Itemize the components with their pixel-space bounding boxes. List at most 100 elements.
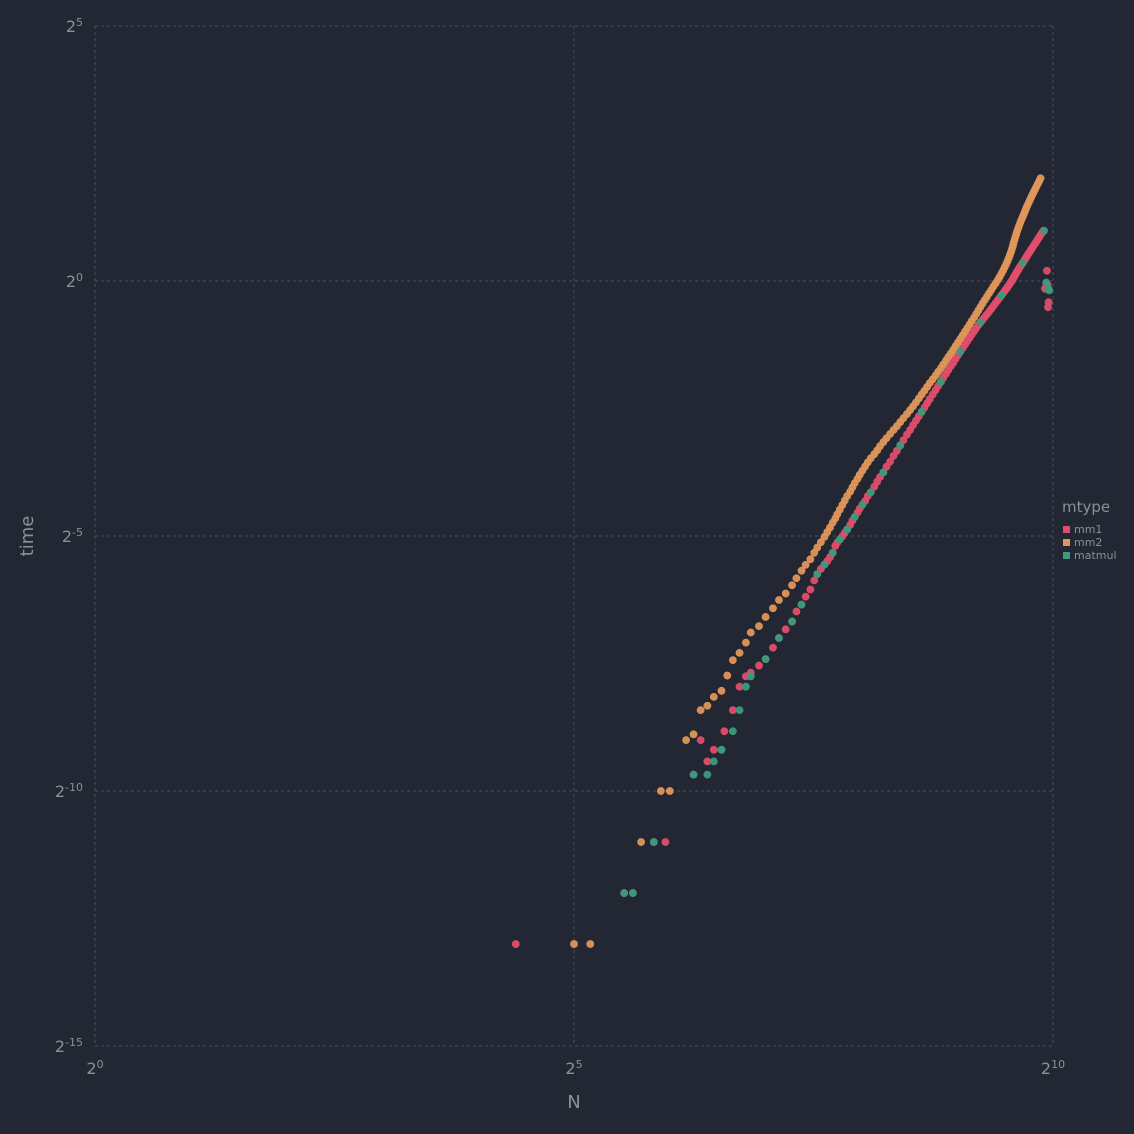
x-tick-exponent: 0 bbox=[97, 1058, 104, 1071]
mm1-point bbox=[769, 643, 777, 652]
mm2-point bbox=[1036, 174, 1045, 183]
y-tick-label: 20 bbox=[66, 271, 83, 291]
mm2-point bbox=[586, 940, 595, 948]
mm2-point bbox=[746, 628, 755, 637]
matmul-point bbox=[1018, 259, 1027, 267]
matmul-point bbox=[936, 377, 945, 386]
matmul-point bbox=[797, 600, 806, 609]
matmul-point bbox=[1040, 226, 1048, 235]
mm2-point bbox=[792, 574, 801, 583]
y-tick-label: 2-10 bbox=[55, 781, 83, 801]
mm2-point bbox=[801, 560, 810, 569]
data-points bbox=[511, 174, 1054, 948]
matmul-point bbox=[813, 570, 822, 579]
mm2-point bbox=[703, 701, 712, 710]
mm2-point bbox=[656, 787, 665, 795]
y-tick-base: 2 bbox=[55, 1037, 65, 1056]
mm1-point bbox=[886, 457, 894, 466]
grid bbox=[94, 25, 1054, 1047]
mm1-point bbox=[806, 585, 815, 594]
mm2-point bbox=[709, 692, 718, 701]
series-mm2 bbox=[570, 174, 1045, 948]
y-tick-exponent: 5 bbox=[76, 16, 83, 29]
mm2-point bbox=[817, 538, 825, 547]
x-tick-base: 2 bbox=[565, 1059, 575, 1078]
mm2-point bbox=[723, 671, 732, 680]
mm2-point bbox=[717, 686, 726, 695]
legend-label-mm2: mm2 bbox=[1074, 536, 1102, 549]
mm2-point bbox=[781, 589, 790, 598]
matmul-point bbox=[761, 655, 770, 664]
y-tick-exponent: -10 bbox=[65, 781, 83, 794]
mm1-point bbox=[661, 838, 670, 846]
mm2-point bbox=[696, 706, 705, 715]
y-tick-base: 2 bbox=[66, 272, 76, 291]
legend-swatch-mm2 bbox=[1063, 539, 1070, 546]
mm2-point bbox=[788, 581, 796, 590]
y-axis-title: time bbox=[17, 516, 38, 557]
mm2-point bbox=[665, 787, 674, 795]
x-tick-exponent: 10 bbox=[1051, 1058, 1065, 1071]
mm2-point bbox=[742, 638, 750, 647]
matmul-point bbox=[703, 770, 712, 779]
mm1-point bbox=[1044, 298, 1053, 307]
matmul-point bbox=[735, 706, 744, 715]
matmul-point bbox=[746, 672, 755, 681]
matmul-point bbox=[879, 468, 888, 477]
x-tick-exponent: 5 bbox=[576, 1058, 583, 1071]
matmul-point bbox=[628, 889, 637, 897]
y-tick-exponent: -15 bbox=[65, 1036, 83, 1049]
mm1-point bbox=[1043, 266, 1051, 275]
matmul-point bbox=[843, 525, 852, 534]
x-tick-label: 25 bbox=[565, 1058, 582, 1078]
mm2-point bbox=[806, 555, 815, 564]
mm2-point bbox=[755, 622, 763, 631]
legend-label-matmul: matmul bbox=[1074, 549, 1117, 562]
mm2-point bbox=[797, 566, 806, 575]
y-tick-label: 25 bbox=[66, 16, 83, 36]
x-axis-title: N bbox=[567, 1092, 580, 1113]
y-tick-base: 2 bbox=[55, 782, 65, 801]
matmul-point bbox=[866, 488, 875, 497]
legend-swatch-matmul bbox=[1063, 552, 1070, 559]
series-matmul bbox=[620, 226, 1054, 897]
mm1-point bbox=[755, 661, 763, 670]
y-tick-exponent: 0 bbox=[76, 271, 83, 284]
matmul-point bbox=[709, 757, 718, 766]
legend-label-mm1: mm1 bbox=[1074, 523, 1102, 536]
mm1-point bbox=[709, 745, 718, 754]
y-tick-label: 2-15 bbox=[55, 1036, 83, 1056]
matmul-point bbox=[788, 617, 796, 626]
matmul-point bbox=[896, 441, 905, 450]
mm1-point bbox=[810, 576, 819, 585]
y-tick-base: 2 bbox=[62, 527, 72, 546]
matmul-point bbox=[976, 318, 985, 327]
x-tick-base: 2 bbox=[1041, 1059, 1051, 1078]
matmul-point bbox=[917, 407, 926, 416]
matmul-point bbox=[649, 838, 658, 846]
mm1-point bbox=[801, 592, 810, 601]
x-tick-base: 2 bbox=[86, 1059, 96, 1078]
legend-title: mtype bbox=[1062, 498, 1110, 516]
matmul-point bbox=[689, 770, 698, 779]
matmul-point bbox=[850, 513, 859, 521]
matmul-point bbox=[835, 535, 844, 544]
mm2-point bbox=[637, 838, 646, 846]
matmul-point bbox=[1045, 286, 1054, 295]
series-mm1 bbox=[511, 226, 1053, 948]
y-tick-label: 2-5 bbox=[62, 526, 83, 546]
matmul-point bbox=[620, 889, 629, 897]
matmul-point bbox=[717, 745, 726, 754]
mm2-point bbox=[769, 604, 777, 613]
mm1-point bbox=[781, 625, 790, 634]
mm2-point bbox=[728, 656, 737, 665]
mm1-point bbox=[696, 736, 705, 745]
x-tick-label: 20 bbox=[86, 1058, 103, 1078]
mm2-point bbox=[682, 736, 690, 745]
y-tick-exponent: -5 bbox=[72, 526, 83, 539]
legend-swatch-mm1 bbox=[1063, 526, 1070, 533]
y-tick-base: 2 bbox=[66, 17, 76, 36]
matmul-point bbox=[728, 727, 737, 736]
